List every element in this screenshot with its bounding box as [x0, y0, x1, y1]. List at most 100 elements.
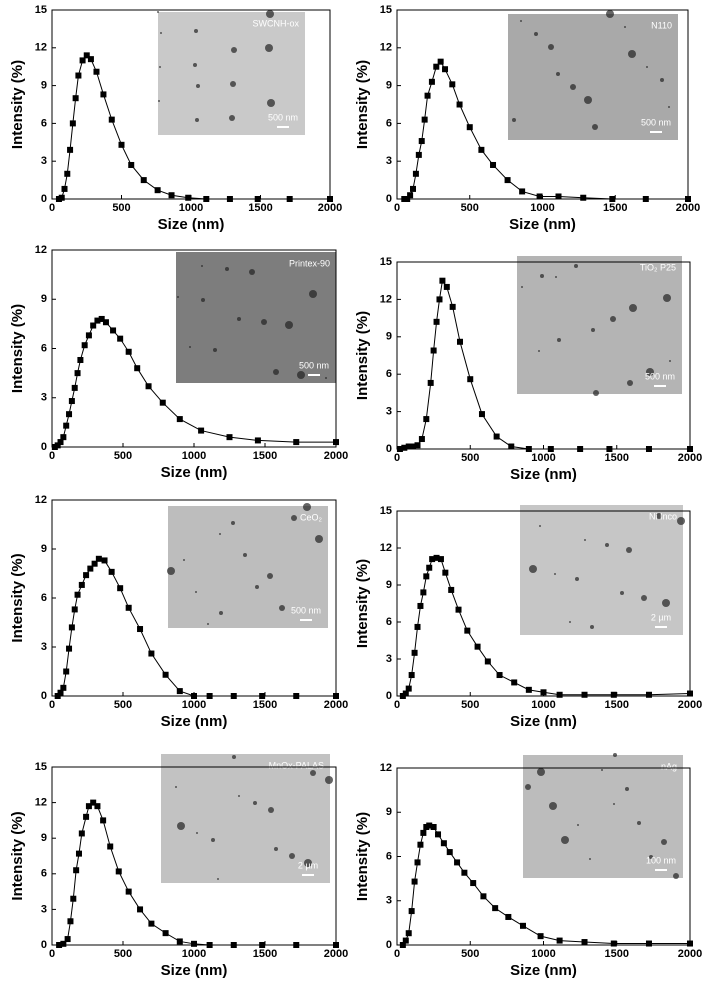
- y-tick-label: 9: [386, 331, 392, 343]
- x-axis-label: Size (nm): [510, 962, 577, 979]
- x-axis-label: Size (nm): [161, 464, 228, 481]
- inset-particle: [574, 264, 578, 268]
- marker: [581, 691, 588, 698]
- marker: [414, 623, 421, 630]
- marker: [449, 303, 456, 310]
- marker: [125, 604, 132, 611]
- y-tick-label: 3: [41, 155, 47, 167]
- inset-particle: [274, 847, 278, 851]
- marker: [536, 193, 543, 200]
- inset-particle: [266, 10, 274, 18]
- marker: [60, 434, 67, 441]
- inset-particle: [677, 517, 685, 525]
- y-tick-label: 9: [386, 579, 392, 591]
- marker: [60, 684, 67, 691]
- marker: [466, 124, 473, 131]
- marker: [519, 188, 526, 195]
- inset-particle: [325, 776, 333, 784]
- inset-particle: [253, 801, 257, 805]
- x-tick-label: 500: [114, 450, 132, 462]
- marker: [496, 672, 503, 679]
- marker: [191, 693, 197, 699]
- marker: [645, 446, 652, 452]
- inset-particle: [289, 853, 295, 859]
- marker: [115, 868, 122, 875]
- scale-label: 500 nm: [291, 605, 321, 615]
- marker: [74, 591, 81, 598]
- x-tick-label: 500: [461, 699, 479, 711]
- marker: [101, 557, 108, 564]
- marker: [645, 940, 652, 947]
- inset-particle: [261, 319, 267, 325]
- inset-particle: [196, 84, 200, 88]
- inset-image: [161, 754, 330, 883]
- marker: [78, 830, 85, 837]
- x-tick-label: 0: [394, 452, 400, 464]
- inset-image: [517, 256, 682, 394]
- marker: [610, 691, 617, 698]
- marker: [437, 58, 444, 65]
- marker: [137, 626, 144, 633]
- marker: [85, 332, 92, 339]
- marker: [72, 95, 79, 102]
- marker: [442, 569, 449, 576]
- marker: [154, 187, 161, 194]
- y-tick-label: 15: [380, 4, 392, 16]
- marker: [411, 878, 418, 885]
- marker: [540, 689, 547, 696]
- inset-particle: [591, 328, 595, 332]
- marker: [70, 895, 77, 902]
- y-tick-label: 12: [35, 797, 47, 809]
- y-tick-label: 3: [41, 641, 47, 653]
- y-tick-label: 6: [41, 868, 47, 880]
- inset-particle: [626, 547, 632, 553]
- marker: [418, 436, 425, 443]
- y-tick-label: 6: [386, 850, 392, 862]
- inset-particle: [637, 821, 641, 825]
- marker: [254, 437, 261, 444]
- marker: [61, 185, 68, 192]
- inset-particle: [577, 824, 579, 826]
- marker: [401, 444, 408, 451]
- y-tick-label: 15: [380, 505, 392, 517]
- inset-particle: [189, 346, 191, 348]
- marker: [66, 645, 73, 652]
- marker: [75, 72, 82, 79]
- inset-particle: [217, 878, 219, 880]
- marker: [327, 196, 333, 202]
- x-tick-label: 1000: [531, 699, 555, 711]
- y-tick-label: 12: [380, 293, 392, 305]
- inset-particle: [575, 577, 579, 581]
- inset-particle: [273, 369, 279, 375]
- x-tick-label: 1500: [253, 699, 277, 711]
- marker: [67, 146, 74, 153]
- marker: [58, 194, 65, 201]
- marker: [464, 627, 471, 634]
- inset-particle: [561, 836, 569, 844]
- marker: [511, 679, 518, 686]
- x-tick-label: 500: [461, 202, 479, 214]
- scale-label: 2 µm: [298, 860, 318, 870]
- marker: [426, 564, 433, 571]
- inset-particle: [229, 115, 235, 121]
- inset-particle: [183, 559, 185, 561]
- marker: [191, 940, 197, 947]
- inset-particle: [193, 63, 197, 67]
- x-tick-label: 1500: [253, 948, 277, 960]
- inset-particle: [310, 770, 316, 776]
- marker: [140, 177, 147, 184]
- marker: [90, 322, 97, 329]
- marker: [433, 554, 440, 561]
- marker: [525, 446, 532, 452]
- marker: [254, 196, 261, 202]
- inset-particle: [238, 795, 240, 797]
- y-tick-label: 0: [386, 939, 392, 951]
- marker: [454, 859, 461, 866]
- marker: [580, 194, 587, 201]
- y-tick-label: 0: [386, 193, 392, 205]
- inset-particle: [606, 10, 614, 18]
- x-tick-label: 2000: [678, 452, 702, 464]
- inset-label: N110: [651, 20, 672, 30]
- y-tick-label: 12: [35, 244, 47, 256]
- inset-particle: [195, 118, 199, 122]
